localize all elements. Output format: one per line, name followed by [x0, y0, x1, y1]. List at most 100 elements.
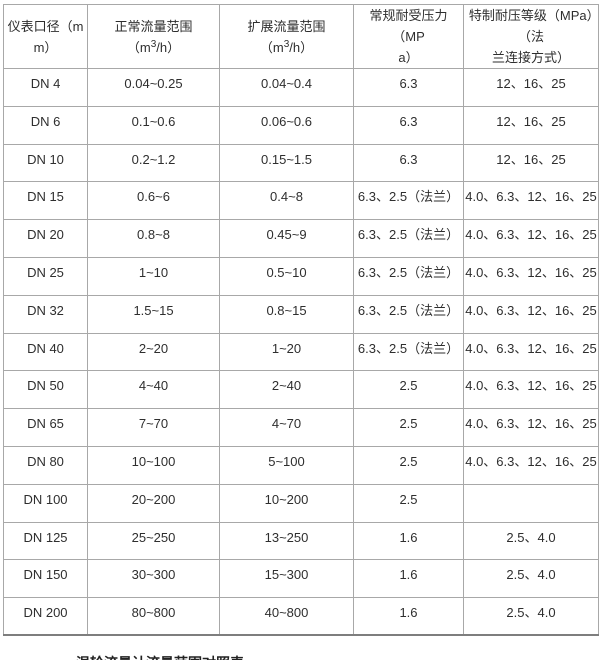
extended-flow-cell: 0.06~0.6 [219, 105, 354, 145]
extended-flow-cell: 4~70 [219, 408, 354, 447]
normal-flow-cell: 25~250 [87, 521, 220, 561]
extended-flow-cell: 5~100 [219, 445, 354, 485]
table-row: DN 80 10~100 5~100 2.5 4.0、6.3、12、16、25 [3, 445, 599, 485]
extended-flow-unit: /h） [289, 39, 314, 55]
diameter-cell: DN 25 [3, 256, 88, 296]
special-pressure-cell [463, 483, 599, 523]
special-pressure-cell: 2.5、4.0 [463, 521, 599, 561]
table-row: DN 20 0.8~8 0.45~9 6.3、2.5（法兰） 4.0、6.3、1… [3, 219, 599, 258]
normal-flow-cell: 0.6~6 [87, 181, 220, 221]
table-row: DN 125 25~250 13~250 1.6 2.5、4.0 [3, 521, 599, 561]
normal-flow-cell: 2~20 [87, 332, 220, 372]
special-pressure-cell: 12、16、25 [463, 105, 599, 145]
normal-flow-cell: 20~200 [87, 483, 220, 523]
pressure-cell: 6.3、2.5（法兰） [353, 332, 464, 372]
special-pressure-cell: 4.0、6.3、12、16、25 [463, 219, 599, 258]
pressure-cell: 6.3 [353, 143, 464, 183]
special-pressure-cell: 4.0、6.3、12、16、25 [463, 408, 599, 447]
diameter-cell: DN 100 [3, 483, 88, 523]
special-pressure-cell: 4.0、6.3、12、16、25 [463, 294, 599, 334]
extended-flow-cell: 0.4~8 [219, 181, 354, 221]
table-row: DN 32 1.5~15 0.8~15 6.3、2.5（法兰） 4.0、6.3、… [3, 294, 599, 334]
header-cell-special-pressure: 特制耐压等级（MPa）（法 兰连接方式） [463, 4, 599, 69]
header-cell-extended-flow: 扩展流量范围（m3/h） [219, 4, 354, 69]
normal-flow-cell: 10~100 [87, 445, 220, 485]
pressure-cell: 2.5 [353, 408, 464, 447]
extended-flow-cell: 0.5~10 [219, 256, 354, 296]
pressure-cell: 6.3、2.5（法兰） [353, 294, 464, 334]
flow-range-table: 仪表口径（m m） 正常流量范围（m3/h） 扩展流量范围（m3/h） 常规耐受… [3, 4, 599, 637]
table-row: DN 50 4~40 2~40 2.5 4.0、6.3、12、16、25 [3, 370, 599, 410]
pressure-cell: 6.3、2.5（法兰） [353, 181, 464, 221]
normal-flow-cell: 0.2~1.2 [87, 143, 220, 183]
table-row: DN 200 80~800 40~800 1.6 2.5、4.0 [3, 597, 599, 636]
normal-flow-cell: 80~800 [87, 597, 220, 636]
table-row: DN 65 7~70 4~70 2.5 4.0、6.3、12、16、25 [3, 408, 599, 447]
pressure-cell: 2.5 [353, 370, 464, 410]
header-cell-normal-flow: 正常流量范围（m3/h） [87, 4, 220, 69]
diameter-cell: DN 6 [3, 105, 88, 145]
special-pressure-cell: 4.0、6.3、12、16、25 [463, 256, 599, 296]
extended-flow-cell: 1~20 [219, 332, 354, 372]
extended-flow-cell: 40~800 [219, 597, 354, 636]
diameter-cell: DN 20 [3, 219, 88, 258]
extended-flow-cell: 0.8~15 [219, 294, 354, 334]
normal-flow-unit: /h） [156, 39, 181, 55]
normal-flow-cell: 1.5~15 [87, 294, 220, 334]
special-pressure-cell: 4.0、6.3、12、16、25 [463, 445, 599, 485]
pressure-cell: 6.3 [353, 68, 464, 107]
special-pressure-cell: 2.5、4.0 [463, 559, 599, 599]
diameter-cell: DN 125 [3, 521, 88, 561]
extended-flow-label: 扩展流量范围（m [247, 18, 326, 55]
table-row: DN 10 0.2~1.2 0.15~1.5 6.3 12、16、25 [3, 143, 599, 183]
special-pressure-cell: 4.0、6.3、12、16、25 [463, 181, 599, 221]
pressure-cell: 1.6 [353, 521, 464, 561]
special-pressure-cell: 4.0、6.3、12、16、25 [463, 370, 599, 410]
extended-flow-cell: 13~250 [219, 521, 354, 561]
pressure-cell: 1.6 [353, 597, 464, 636]
extended-flow-cell: 10~200 [219, 483, 354, 523]
table-row: DN 6 0.1~0.6 0.06~0.6 6.3 12、16、25 [3, 105, 599, 145]
diameter-cell: DN 80 [3, 445, 88, 485]
special-pressure-cell: 12、16、25 [463, 68, 599, 107]
extended-flow-cell: 0.45~9 [219, 219, 354, 258]
extended-flow-cell: 2~40 [219, 370, 354, 410]
special-pressure-cell: 12、16、25 [463, 143, 599, 183]
diameter-cell: DN 65 [3, 408, 88, 447]
table-row: DN 100 20~200 10~200 2.5 [3, 483, 599, 523]
clipped-caption: 涡轮流量计流量范围对照表 [76, 653, 244, 660]
extended-flow-cell: 0.04~0.4 [219, 68, 354, 107]
pressure-cell: 6.3、2.5（法兰） [353, 219, 464, 258]
diameter-cell: DN 40 [3, 332, 88, 372]
normal-flow-cell: 4~40 [87, 370, 220, 410]
pressure-cell: 2.5 [353, 445, 464, 485]
table-row: DN 15 0.6~6 0.4~8 6.3、2.5（法兰） 4.0、6.3、12… [3, 181, 599, 221]
header-cell-pressure: 常规耐受压力（MP a） [353, 4, 464, 69]
diameter-cell: DN 200 [3, 597, 88, 636]
normal-flow-cell: 0.1~0.6 [87, 105, 220, 145]
extended-flow-cell: 0.15~1.5 [219, 143, 354, 183]
diameter-cell: DN 50 [3, 370, 88, 410]
table-row: DN 25 1~10 0.5~10 6.3、2.5（法兰） 4.0、6.3、12… [3, 256, 599, 296]
diameter-cell: DN 4 [3, 68, 88, 107]
pressure-cell: 1.6 [353, 559, 464, 599]
normal-flow-cell: 0.8~8 [87, 219, 220, 258]
special-pressure-cell: 2.5、4.0 [463, 597, 599, 636]
normal-flow-label: 正常流量范围（m [114, 18, 193, 55]
superscript-3: 3 [283, 38, 290, 50]
diameter-cell: DN 32 [3, 294, 88, 334]
normal-flow-cell: 30~300 [87, 559, 220, 599]
normal-flow-cell: 0.04~0.25 [87, 68, 220, 107]
pressure-cell: 6.3、2.5（法兰） [353, 256, 464, 296]
special-pressure-cell: 4.0、6.3、12、16、25 [463, 332, 599, 372]
extended-flow-cell: 15~300 [219, 559, 354, 599]
header-row: 仪表口径（m m） 正常流量范围（m3/h） 扩展流量范围（m3/h） 常规耐受… [3, 4, 599, 69]
normal-flow-cell: 1~10 [87, 256, 220, 296]
pressure-cell: 6.3 [353, 105, 464, 145]
table-row: DN 40 2~20 1~20 6.3、2.5（法兰） 4.0、6.3、12、1… [3, 332, 599, 372]
normal-flow-cell: 7~70 [87, 408, 220, 447]
table-row: DN 150 30~300 15~300 1.6 2.5、4.0 [3, 559, 599, 599]
diameter-cell: DN 15 [3, 181, 88, 221]
header-cell-diameter: 仪表口径（m m） [3, 4, 88, 69]
pressure-cell: 2.5 [353, 483, 464, 523]
